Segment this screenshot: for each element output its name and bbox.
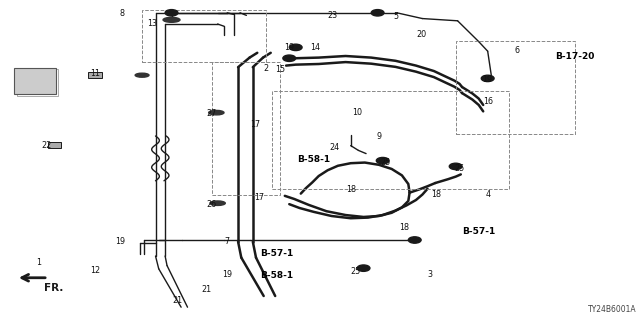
Bar (14, 68, 56, 94)
Circle shape (449, 163, 462, 170)
Text: 10: 10 (352, 108, 362, 117)
Text: 14: 14 (310, 43, 320, 52)
Text: B-57-1: B-57-1 (260, 249, 293, 258)
Text: 25: 25 (380, 158, 390, 167)
Text: 24: 24 (329, 143, 339, 152)
Text: FR.: FR. (44, 283, 63, 292)
Text: 18: 18 (346, 185, 356, 194)
Text: 17: 17 (254, 193, 264, 202)
Circle shape (481, 75, 494, 82)
Text: 25: 25 (454, 164, 465, 173)
Text: 8: 8 (119, 9, 124, 18)
Text: TY24B6001A: TY24B6001A (588, 305, 637, 314)
Text: 22: 22 (41, 141, 51, 150)
Text: 19: 19 (115, 237, 125, 246)
Text: 13: 13 (147, 20, 157, 28)
Text: B-57-1: B-57-1 (462, 227, 495, 236)
Text: B-58-1: B-58-1 (260, 271, 293, 280)
Circle shape (283, 55, 296, 61)
Circle shape (376, 157, 389, 164)
Text: 18: 18 (399, 223, 410, 232)
Text: 19: 19 (222, 270, 232, 279)
Circle shape (165, 10, 178, 16)
Bar (456, 41, 575, 134)
Text: 11: 11 (90, 69, 100, 78)
Text: 12: 12 (90, 266, 100, 275)
Text: 1: 1 (36, 258, 41, 267)
Text: 27: 27 (206, 109, 216, 118)
Text: 25: 25 (350, 267, 360, 276)
Bar (142, 10, 266, 62)
Text: B-58-1: B-58-1 (297, 155, 330, 164)
Bar (48, 142, 61, 148)
Text: 23: 23 (328, 11, 338, 20)
Text: 9: 9 (376, 132, 381, 141)
Circle shape (357, 265, 370, 271)
Circle shape (408, 237, 421, 243)
Text: 19: 19 (483, 75, 493, 84)
Text: 21: 21 (201, 285, 211, 294)
Text: 16: 16 (483, 97, 493, 106)
Text: 18: 18 (431, 190, 442, 199)
Text: 17: 17 (250, 120, 260, 129)
Text: 19: 19 (284, 43, 294, 52)
Ellipse shape (135, 73, 149, 77)
Circle shape (371, 10, 384, 16)
Bar (17, 69, 58, 96)
Text: 5: 5 (393, 12, 398, 21)
Text: 6: 6 (515, 46, 520, 55)
Text: 20: 20 (416, 30, 426, 39)
Text: 4: 4 (485, 190, 490, 199)
Circle shape (289, 44, 302, 51)
Text: 26: 26 (206, 200, 216, 209)
Ellipse shape (210, 201, 225, 205)
Bar (272, 91, 509, 189)
Ellipse shape (209, 110, 224, 115)
Bar (212, 62, 280, 195)
Bar (88, 72, 102, 78)
Text: 7: 7 (225, 237, 230, 246)
Text: 21: 21 (173, 296, 183, 305)
Ellipse shape (163, 17, 180, 22)
Text: 2: 2 (263, 64, 268, 73)
Text: 3: 3 (428, 270, 433, 279)
Text: B-17-20: B-17-20 (555, 52, 595, 61)
Text: 15: 15 (275, 65, 285, 74)
